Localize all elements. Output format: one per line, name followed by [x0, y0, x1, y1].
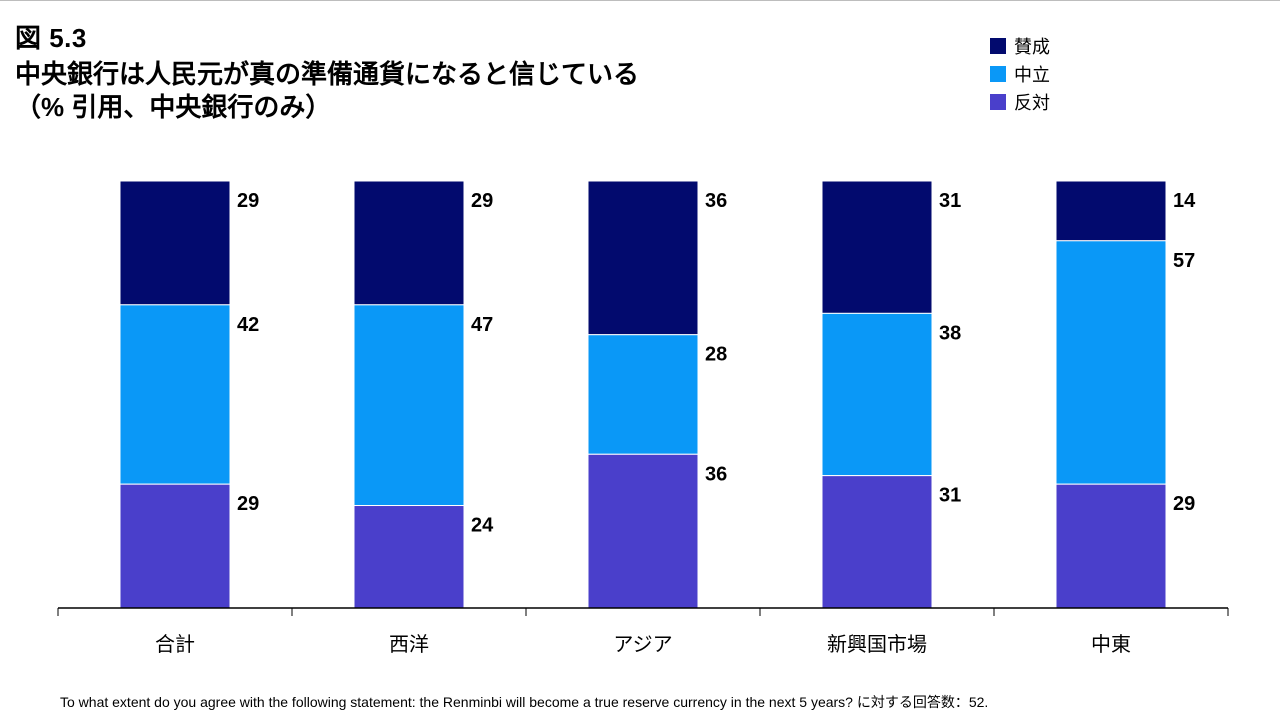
x-tick-label: 合計	[155, 633, 195, 656]
x-tick-label: 新興国市場	[827, 633, 927, 656]
data-label: 36	[705, 463, 727, 485]
chart-title: 中央銀行は人民元が真の準備通貨になると信じている （% 引用、中央銀行のみ）	[15, 58, 639, 124]
data-label: 38	[939, 322, 961, 344]
bar-segment	[1055, 483, 1167, 609]
bar-segment	[119, 180, 231, 306]
chart-title-line-1: 中央銀行は人民元が真の準備通貨になると信じている	[15, 59, 640, 89]
legend-label-neutral: 中立	[1014, 65, 1050, 85]
legend-label-disagree: 反対	[1014, 93, 1050, 113]
bar-segment	[821, 312, 933, 477]
data-label: 31	[939, 190, 961, 212]
footnote: To what extent do you agree with the fol…	[60, 694, 989, 710]
data-label: 14	[1173, 190, 1196, 212]
bar-segment	[821, 180, 933, 314]
data-label: 29	[1173, 493, 1195, 515]
data-label: 57	[1173, 250, 1195, 272]
legend-swatch-agree	[990, 38, 1006, 54]
legend-item-disagree: 反対	[990, 88, 1050, 116]
chart-legend: 賛成 中立 反対	[990, 32, 1050, 116]
data-label: 31	[939, 485, 961, 507]
bar-segment	[821, 475, 933, 609]
x-tick-label: アジア	[613, 634, 672, 656]
bar-segment	[119, 483, 231, 609]
legend-swatch-disagree	[990, 94, 1006, 110]
data-label: 47	[471, 314, 493, 336]
data-label: 29	[237, 190, 259, 212]
bar-segment	[1055, 180, 1167, 242]
bar-segment	[587, 180, 699, 336]
top-divider	[0, 0, 1280, 1]
figure-label: 図 5.3	[15, 23, 87, 53]
data-label: 24	[471, 515, 494, 537]
x-tick-label: 西洋	[389, 633, 429, 656]
chart-title-line-2: （% 引用、中央銀行のみ）	[15, 92, 332, 122]
legend-label-agree: 賛成	[1014, 37, 1050, 57]
data-label: 29	[237, 493, 259, 515]
bar-segment	[353, 505, 465, 609]
bar-segment	[353, 180, 465, 306]
bar-segment	[587, 334, 699, 455]
bar-segment	[119, 304, 231, 485]
legend-item-agree: 賛成	[990, 32, 1050, 60]
legend-swatch-neutral	[990, 66, 1006, 82]
bar-segment	[1055, 240, 1167, 485]
data-label: 28	[705, 344, 727, 366]
data-label: 36	[705, 190, 727, 212]
data-label: 42	[237, 314, 259, 336]
bar-segment	[587, 453, 699, 609]
data-label: 29	[471, 190, 493, 212]
bar-segment	[353, 304, 465, 507]
x-tick-label: 中東	[1091, 633, 1131, 656]
legend-item-neutral: 中立	[990, 60, 1050, 88]
